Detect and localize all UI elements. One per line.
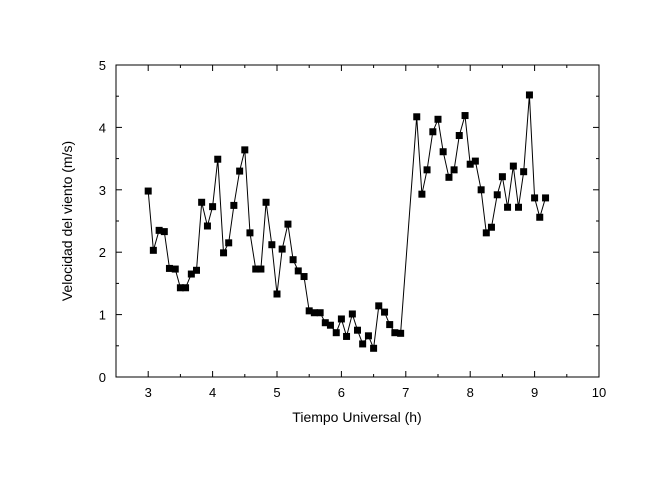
axis-ticks <box>115 64 600 378</box>
data-point <box>509 162 517 170</box>
data-point <box>525 91 533 99</box>
data-point <box>493 191 501 199</box>
y-tick-label: 1 <box>99 308 106 323</box>
y-tick-label: 4 <box>99 120 106 135</box>
data-point <box>262 198 270 206</box>
data-point <box>418 190 426 198</box>
data-point <box>193 266 200 274</box>
data-point <box>515 203 522 211</box>
data-point <box>542 194 550 202</box>
data-point <box>176 284 184 292</box>
data-point <box>364 332 372 340</box>
y-tick-label: 2 <box>99 245 106 260</box>
data-point <box>429 128 437 136</box>
data-point <box>230 201 238 209</box>
data-point <box>268 241 276 249</box>
data-point <box>450 166 458 174</box>
data-point <box>370 344 378 352</box>
data-point <box>171 265 179 273</box>
data-point <box>225 239 233 247</box>
data-point <box>445 173 453 181</box>
data-point <box>471 157 479 165</box>
series-line <box>147 94 546 351</box>
data-point <box>455 132 463 140</box>
x-tick-label: 9 <box>531 385 538 400</box>
data-point <box>165 264 173 272</box>
data-point <box>149 246 157 254</box>
data-point <box>160 228 168 236</box>
data-point <box>386 321 394 329</box>
data-point <box>477 186 485 194</box>
data-point <box>439 148 447 156</box>
data-point <box>203 222 211 230</box>
data-point <box>305 307 313 315</box>
series-markers <box>144 91 550 352</box>
x-tick-label: 7 <box>402 385 409 400</box>
data-point <box>187 270 195 278</box>
data-point <box>359 340 367 348</box>
data-point <box>220 249 228 257</box>
x-tick-label: 5 <box>273 385 280 400</box>
data-point <box>284 220 292 228</box>
data-point <box>300 273 308 281</box>
data-point <box>294 267 302 275</box>
data-point <box>487 223 495 231</box>
data-point <box>209 203 217 211</box>
data-point <box>332 329 340 337</box>
data-point <box>466 160 474 168</box>
data-point <box>397 329 405 337</box>
data-point <box>214 155 222 163</box>
data-point <box>461 112 469 120</box>
x-tick-label: 6 <box>338 385 345 400</box>
data-point <box>289 256 297 264</box>
data-point <box>348 310 356 318</box>
data-point <box>354 326 361 334</box>
data-point <box>316 309 324 317</box>
data-point <box>536 213 544 221</box>
data-point <box>343 332 351 340</box>
data-point <box>482 229 490 237</box>
data-point <box>182 284 190 292</box>
data-point <box>391 329 399 337</box>
data-point <box>273 290 281 298</box>
data-point <box>498 173 506 181</box>
data-point <box>326 321 334 329</box>
data-point <box>375 302 383 310</box>
data-point <box>423 166 431 174</box>
x-tick-label: 10 <box>592 385 606 400</box>
data-point <box>310 309 318 317</box>
y-tick-label: 5 <box>99 58 106 73</box>
y-axis-title: Velocidad del viento (m/s) <box>59 141 75 301</box>
y-tick-label: 3 <box>99 183 106 198</box>
data-point <box>381 308 389 316</box>
axis-tick-labels: 3 4 5 6 7 8 9 10 0 1 2 3 4 5 <box>99 58 606 400</box>
data-point <box>246 229 254 237</box>
data-point <box>236 167 244 175</box>
data-point <box>520 168 528 176</box>
data-point <box>241 146 249 154</box>
data-point <box>321 319 329 327</box>
x-tick-label: 3 <box>145 385 152 400</box>
y-tick-label: 0 <box>99 370 106 385</box>
data-point <box>155 226 163 234</box>
data-point <box>198 198 206 206</box>
x-axis-title: Tiempo Universal (h) <box>292 409 421 425</box>
x-tick-label: 4 <box>209 385 216 400</box>
data-point <box>504 203 512 211</box>
data-point <box>531 194 539 202</box>
data-point <box>434 115 442 123</box>
data-point <box>278 245 286 253</box>
data-point <box>257 265 265 273</box>
data-point <box>413 113 421 121</box>
data-point <box>144 187 152 195</box>
data-point <box>337 315 345 323</box>
data-point <box>252 265 260 273</box>
x-tick-label: 8 <box>467 385 474 400</box>
